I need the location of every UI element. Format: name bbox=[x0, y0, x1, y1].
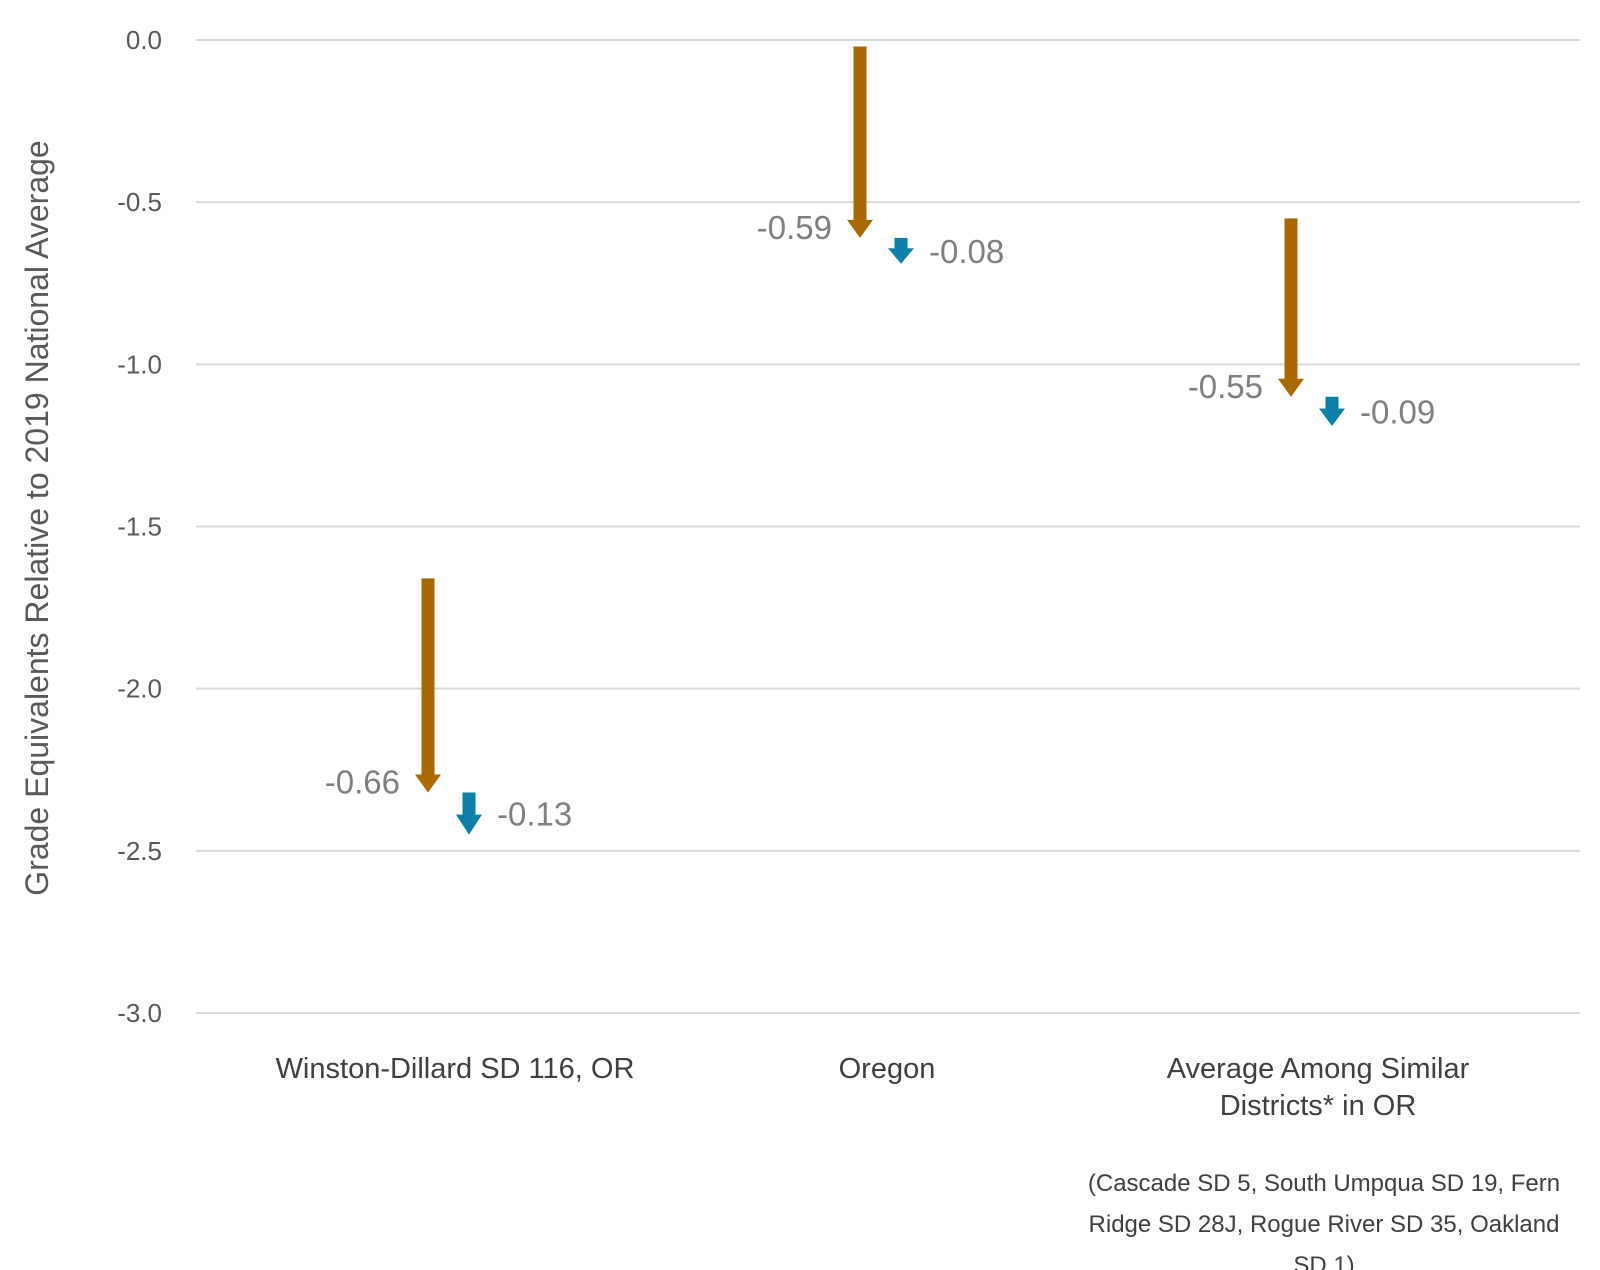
second-change-arrow bbox=[456, 792, 482, 835]
first-change-arrow bbox=[847, 46, 873, 238]
y-tick-label: -3.0 bbox=[117, 998, 162, 1028]
category-label: Oregon bbox=[839, 1053, 936, 1085]
y-axis-label: Grade Equivalents Relative to 2019 Natio… bbox=[19, 140, 55, 895]
data-labels: -0.66 -0.59 -0.55 -0.13 -0.08 -0.09 bbox=[325, 209, 1435, 833]
footnote-line: Ridge SD 28J, Rogue River SD 35, Oakland bbox=[1089, 1211, 1560, 1238]
y-tick-label: 0.0 bbox=[126, 25, 162, 55]
y-tick-label: -1.5 bbox=[117, 512, 162, 542]
footnote-line: SD 1) bbox=[1293, 1252, 1354, 1270]
second-change-label: -0.13 bbox=[497, 796, 572, 833]
y-tick-label: -2.5 bbox=[117, 836, 162, 866]
first-change-label: -0.55 bbox=[1188, 368, 1263, 405]
first-change-arrow bbox=[415, 578, 441, 793]
first-change-arrow bbox=[1278, 218, 1304, 397]
first-change-label: -0.66 bbox=[325, 763, 400, 800]
y-tick-label: -1.0 bbox=[117, 349, 162, 379]
second-change-arrow bbox=[888, 237, 914, 264]
arrows bbox=[415, 46, 1345, 835]
y-axis-ticks: 0.0 -0.5 -1.0 -1.5 -2.0 -2.5 -3.0 bbox=[117, 25, 162, 1028]
category-label: Districts* in OR bbox=[1220, 1090, 1417, 1122]
second-change-label: -0.08 bbox=[929, 233, 1004, 270]
category-label: Winston-Dillard SD 116, OR bbox=[276, 1053, 635, 1085]
category-label: Average Among Similar bbox=[1167, 1053, 1470, 1085]
second-change-arrow bbox=[1319, 396, 1345, 426]
y-tick-label: -2.0 bbox=[117, 674, 162, 704]
second-change-label: -0.09 bbox=[1360, 393, 1435, 430]
gridlines bbox=[196, 39, 1580, 1014]
first-change-label: -0.59 bbox=[757, 209, 832, 246]
footnote: (Cascade SD 5, South Umpqua SD 19, Fern R… bbox=[1088, 1170, 1560, 1270]
footnote-line: (Cascade SD 5, South Umpqua SD 19, Fern bbox=[1088, 1170, 1560, 1197]
y-tick-label: -0.5 bbox=[117, 187, 162, 217]
category-labels: Winston-Dillard SD 116, OR Oregon Average … bbox=[276, 1053, 1470, 1122]
